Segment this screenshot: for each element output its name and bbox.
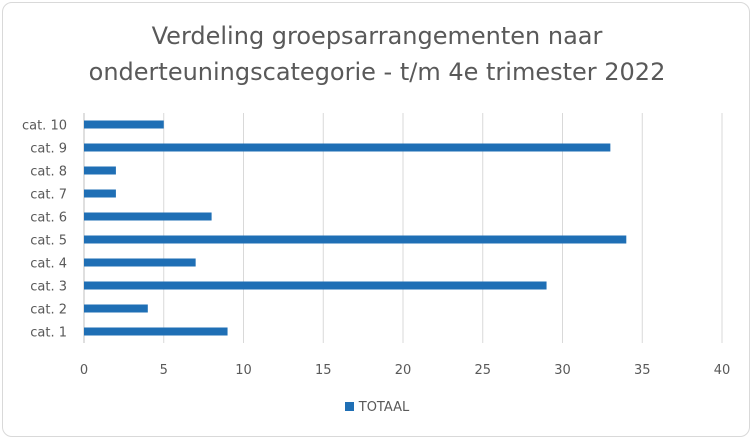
- x-tick-label: 20: [395, 363, 412, 378]
- x-tick-label: 5: [160, 363, 168, 378]
- bar: [84, 304, 148, 313]
- y-tick-label: cat. 1: [30, 326, 67, 341]
- x-tick-label: 0: [80, 363, 88, 378]
- y-tick-label: cat. 3: [30, 280, 67, 295]
- x-tick-label: 25: [474, 363, 491, 378]
- x-tick-label: 35: [634, 363, 651, 378]
- y-tick-label: cat. 8: [30, 165, 67, 180]
- y-tick-label: cat. 9: [30, 142, 67, 157]
- x-tick-label: 15: [315, 363, 332, 378]
- bar: [84, 281, 547, 290]
- x-tick-label: 40: [714, 363, 731, 378]
- x-tick-label: 30: [554, 363, 571, 378]
- legend-label: TOTAAL: [358, 400, 410, 415]
- y-tick-label: cat. 10: [22, 119, 67, 134]
- chart-title-line-1: Verdeling groepsarrangementen naar: [151, 22, 603, 50]
- y-tick-label: cat. 5: [30, 234, 67, 249]
- legend-swatch: [344, 402, 354, 411]
- bar: [84, 258, 196, 267]
- bar: [84, 189, 116, 198]
- chart-title-line-2: onderteuningscategorie - t/m 4e trimeste…: [88, 58, 666, 86]
- y-tick-label: cat. 4: [30, 257, 67, 272]
- y-tick-label: cat. 2: [30, 303, 67, 318]
- bar: [84, 166, 116, 175]
- y-tick-label: cat. 7: [30, 188, 67, 203]
- bar: [84, 327, 228, 336]
- bar: [84, 143, 611, 152]
- bar: [84, 235, 627, 244]
- y-tick-label: cat. 6: [30, 211, 67, 226]
- legend: TOTAAL: [0, 400, 754, 415]
- x-tick-label: 10: [235, 363, 252, 378]
- bar: [84, 120, 164, 129]
- bar: [84, 212, 212, 221]
